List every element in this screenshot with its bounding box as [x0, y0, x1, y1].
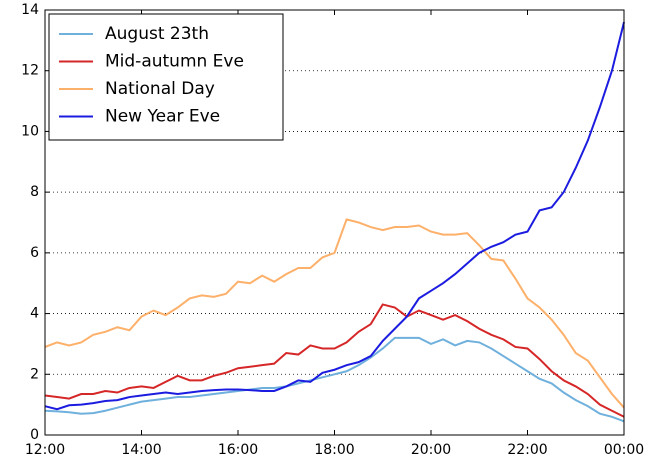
- x-tick-label: 18:00: [314, 442, 354, 458]
- x-tick-label: 00:00: [604, 442, 644, 458]
- line-series: [44, 303, 625, 418]
- x-tick-label: 12:00: [25, 442, 65, 458]
- line-series: [44, 21, 625, 411]
- plot-frame: [44, 9, 625, 436]
- line-series: [44, 218, 625, 409]
- legend-label: New Year Eve: [105, 107, 220, 127]
- y-tick-label: 4: [30, 306, 39, 322]
- y-tick-label: 12: [21, 63, 39, 79]
- x-tick-label: 22:00: [507, 442, 547, 458]
- y-tick-label: 10: [21, 123, 39, 139]
- legend-label: Mid-autumn Eve: [105, 52, 244, 72]
- legend-label: August 23th: [105, 24, 209, 44]
- x-tick-label: 20:00: [411, 442, 451, 458]
- legend-label: National Day: [105, 79, 215, 99]
- x-tick-label: 16:00: [218, 442, 258, 458]
- legend: August 23th Mid-autumn Eve National Day New…: [48, 13, 284, 141]
- y-tick-label: 6: [30, 245, 39, 261]
- y-tick-label: 8: [30, 184, 39, 200]
- line-series: [44, 336, 625, 423]
- x-tick-label: 14:00: [121, 442, 161, 458]
- y-tick-label: 2: [30, 366, 39, 382]
- y-tick-label: 0: [30, 427, 39, 443]
- y-tick-label: 14: [21, 2, 39, 18]
